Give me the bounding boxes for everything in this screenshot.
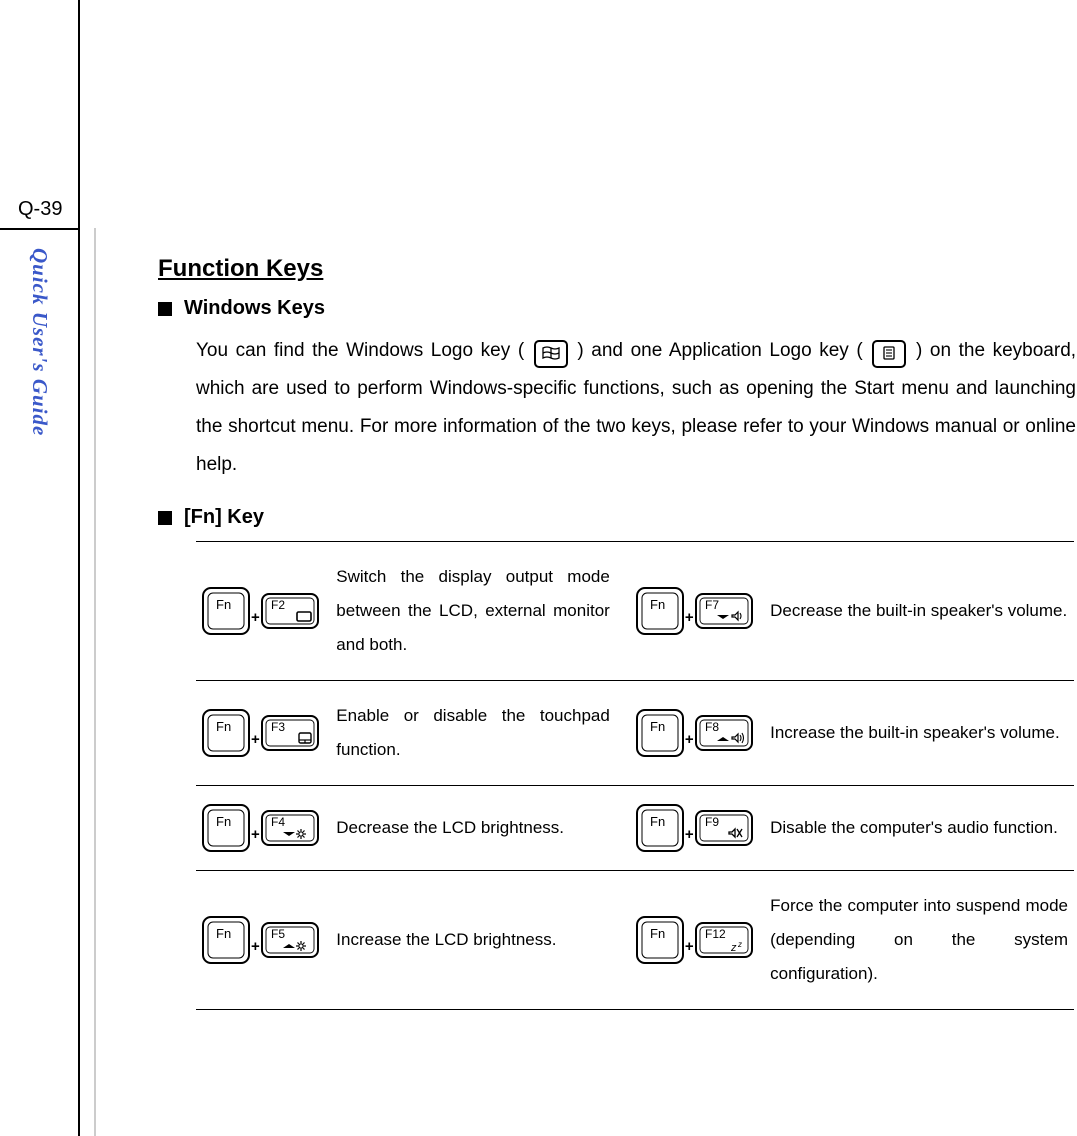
key-description: Switch the display output mode between t… bbox=[330, 542, 630, 681]
plus-icon: + bbox=[251, 725, 260, 755]
fn-key-icon bbox=[636, 587, 684, 635]
inner-vertical-rule bbox=[94, 228, 96, 1136]
section-title-fn: [Fn] Key bbox=[184, 506, 264, 529]
section-fn-key: [Fn] Key + F2 Switch the display output … bbox=[158, 506, 1076, 1010]
fn-key-icon bbox=[636, 916, 684, 964]
key-description: Force the computer into suspend mode (de… bbox=[764, 871, 1074, 1010]
key-description: Disable the computer's audio function. bbox=[764, 786, 1074, 871]
svg-text:F3: F3 bbox=[271, 720, 285, 734]
fn-key-icon bbox=[202, 804, 250, 852]
key-combo-cell: + F4 bbox=[196, 786, 330, 871]
key-description: Enable or disable the touchpad function. bbox=[330, 681, 630, 786]
plus-icon: + bbox=[251, 820, 260, 850]
svg-text:F7: F7 bbox=[705, 598, 719, 612]
f-key-icon: F2 bbox=[261, 593, 319, 629]
key-combo-cell: + F8 bbox=[630, 681, 764, 786]
f-key-icon: F7 bbox=[695, 593, 753, 629]
key-description: Decrease the LCD brightness. bbox=[330, 786, 630, 871]
svg-text:F5: F5 bbox=[271, 927, 285, 941]
plus-icon: + bbox=[685, 725, 694, 755]
bullet-heading: Windows Keys bbox=[158, 297, 1076, 320]
f-key-icon: F4 bbox=[261, 810, 319, 846]
f-key-icon: F5 bbox=[261, 922, 319, 958]
key-combo-cell: + F7 bbox=[630, 542, 764, 681]
plus-icon: + bbox=[685, 603, 694, 633]
svg-text:F9: F9 bbox=[705, 815, 719, 829]
fn-key-icon bbox=[202, 587, 250, 635]
application-key-icon bbox=[872, 340, 906, 368]
square-bullet-icon bbox=[158, 511, 172, 525]
plus-icon: + bbox=[685, 820, 694, 850]
page-number-rule bbox=[0, 228, 78, 230]
page: Q-39 Quick User's Guide Function Keys Wi… bbox=[0, 0, 1077, 1136]
content-area: Function Keys Windows Keys You can find … bbox=[158, 255, 1076, 1032]
table-row: + F2 Switch the display output mode betw… bbox=[196, 542, 1074, 681]
f-key-icon: F3 bbox=[261, 715, 319, 751]
section-title-windows: Windows Keys bbox=[184, 297, 325, 320]
fn-key-table: + F2 Switch the display output mode betw… bbox=[196, 541, 1074, 1010]
plus-icon: + bbox=[251, 603, 260, 633]
svg-text:F8: F8 bbox=[705, 720, 719, 734]
fn-key-icon bbox=[636, 709, 684, 757]
key-combo-cell: + F5 bbox=[196, 871, 330, 1010]
section-windows-keys: Windows Keys You can find the Windows Lo… bbox=[158, 297, 1076, 484]
fn-key-icon bbox=[202, 916, 250, 964]
svg-text:F12: F12 bbox=[705, 927, 726, 941]
plus-icon: + bbox=[685, 932, 694, 962]
square-bullet-icon bbox=[158, 302, 172, 316]
page-number: Q-39 bbox=[0, 198, 78, 221]
fn-key-icon bbox=[636, 804, 684, 852]
key-description: Decrease the built-in speaker's volume. bbox=[764, 542, 1074, 681]
bullet-heading: [Fn] Key bbox=[158, 506, 1076, 529]
key-description: Increase the LCD brightness. bbox=[330, 871, 630, 1010]
key-description: Increase the built-in speaker's volume. bbox=[764, 681, 1074, 786]
f-key-icon: F9 bbox=[695, 810, 753, 846]
table-row: + F4 Decrease the LCD brightness. + F9 D… bbox=[196, 786, 1074, 871]
heading-function-keys: Function Keys bbox=[158, 255, 1076, 283]
f-key-icon: F12 bbox=[695, 922, 753, 958]
outer-vertical-rule bbox=[78, 0, 80, 1136]
text-fragment: ) and one Application Logo key ( bbox=[577, 340, 862, 361]
windows-keys-paragraph: You can find the Windows Logo key ( ) an… bbox=[196, 332, 1076, 484]
table-row: + F3 Enable or disable the touchpad func… bbox=[196, 681, 1074, 786]
svg-text:F4: F4 bbox=[271, 815, 285, 829]
f-key-icon: F8 bbox=[695, 715, 753, 751]
key-combo-cell: + F12 bbox=[630, 871, 764, 1010]
windows-logo-key-icon bbox=[534, 340, 568, 368]
key-combo-cell: + F2 bbox=[196, 542, 330, 681]
plus-icon: + bbox=[251, 932, 260, 962]
key-combo-cell: + F9 bbox=[630, 786, 764, 871]
key-combo-cell: + F3 bbox=[196, 681, 330, 786]
svg-text:F2: F2 bbox=[271, 598, 285, 612]
text-fragment: You can find the Windows Logo key ( bbox=[196, 340, 524, 361]
sidebar-title: Quick User's Guide bbox=[28, 248, 52, 648]
table-row: + F5 Increase the LCD brightness. + F12 … bbox=[196, 871, 1074, 1010]
fn-key-icon bbox=[202, 709, 250, 757]
